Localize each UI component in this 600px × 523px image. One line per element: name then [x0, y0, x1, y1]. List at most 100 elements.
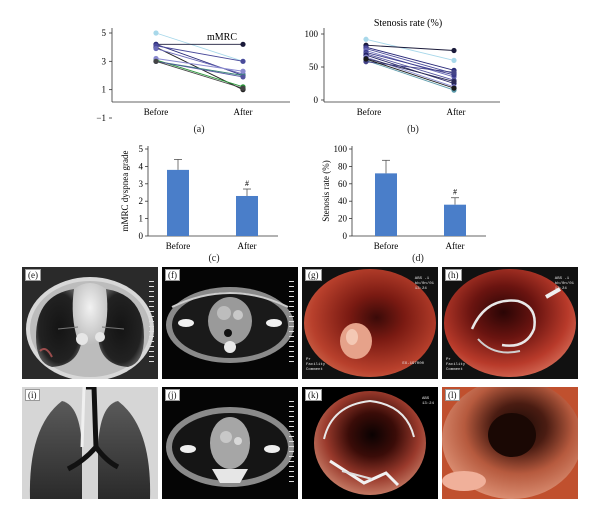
chart-a-point-before-8 [153, 58, 159, 64]
chart-b-point-before-5 [363, 49, 369, 56]
chart-b-point-before-11 [363, 59, 369, 65]
endoscopy-image-k [302, 387, 438, 499]
chart-a-series-line-7 [155, 59, 244, 88]
chart-b-point-before-0 [363, 36, 369, 42]
chart-a-point-after-8 [240, 74, 246, 80]
chart-b-series-line-4 [365, 50, 455, 78]
ct-mediastinal-image-2 [162, 387, 298, 499]
chart-b-point-before-1 [363, 42, 369, 48]
chart-a-ytick-label: 5 [102, 28, 107, 38]
chart-b-series [363, 36, 457, 93]
chart-c-ytick-label: 3 [139, 179, 144, 189]
chart-c-ytick-label: 1 [139, 214, 144, 224]
chart-b-series-line-2 [365, 46, 455, 71]
overlay-left-h: Pr Facility Comment [446, 358, 466, 372]
chart-d-bar-1 [444, 204, 466, 236]
chart-d-ytick-label: 40 [338, 196, 348, 206]
chart-a-title: mMRC [207, 32, 237, 43]
panel-label-e: (e) [25, 269, 41, 281]
chart-b-series-line-10 [365, 59, 455, 91]
chart-d-ytick-label: 100 [334, 144, 348, 154]
chart-a-series [153, 30, 246, 93]
overlay-left-g: Pr Facility Comment [306, 358, 326, 372]
chart-d-bars: # [375, 159, 466, 236]
chart-a-point-before-9 [153, 55, 159, 62]
chart-d-yticks: 100 80 60 40 20 0 [334, 144, 352, 241]
chart-b-ytick-label: 0 [314, 95, 319, 105]
chart-a-point-before-10 [153, 58, 159, 64]
endoscopy-image-h [442, 267, 578, 379]
chart-c-bar-1 [236, 195, 258, 236]
chart-b-point-after-4 [451, 74, 457, 80]
image-panel-f: (f) [162, 267, 298, 379]
chart-b-series-line-1 [365, 44, 455, 51]
chart-c-ytick-label: 5 [139, 144, 144, 154]
chart-a-point-before-6 [153, 58, 159, 64]
chart-b-point-after-6 [451, 77, 457, 83]
chart-b-point-after-12 [451, 85, 457, 91]
panel-label-b: (b) [407, 124, 419, 135]
chart-b-point-before-3 [363, 45, 369, 52]
chart-a-series-line-8 [155, 60, 244, 78]
chart-a-point-after-6 [240, 72, 246, 79]
chart-b-point-after-7 [451, 80, 457, 87]
chart-b-series-line-11 [365, 61, 455, 73]
chart-b-point-before-10 [363, 57, 369, 64]
chart-b-title: Stenosis rate (%) [374, 18, 442, 29]
chart-d-ytick-label: 60 [338, 179, 348, 189]
chart-c-bar-0 [167, 169, 189, 236]
panel-label-d: (d) [412, 253, 424, 264]
chart-b-xtick-before: Before [357, 107, 382, 117]
chart-c-yticks: 5 4 3 2 1 0 [139, 144, 148, 241]
chart-b-series-line-7 [365, 54, 455, 84]
chart-b-series-line-9 [365, 57, 455, 82]
chart-a-series-line-2 [155, 43, 244, 76]
panel-label-l: (l) [445, 389, 460, 401]
chart-a-point-after-4 [240, 58, 246, 64]
panel-label-g: (g) [305, 269, 322, 281]
chart-c-xtick-before: Before [166, 241, 191, 251]
chart-a-point-after-10 [240, 85, 246, 91]
chart-a-point-after-2 [240, 72, 246, 79]
chart-a-point-after-3 [240, 87, 246, 93]
chart-d-ytick-label: 80 [338, 161, 348, 171]
chart-d-ylabel: Stenosis rate (%) [321, 160, 331, 221]
overlay-top-h: ABS -1 bb/0n/01 13:24 [554, 277, 574, 291]
overlay-top-g: ABS -1 bb/0n/01 13:24 [414, 277, 434, 291]
image-panel-g: ABS -1 bb/0n/01 13:24 Pr Facility Commen… [302, 267, 438, 379]
image-panel-e: (e) [22, 267, 158, 379]
panel-label-f: (f) [165, 269, 180, 281]
chart-a-point-before-0 [153, 30, 159, 36]
chart-c-ylabel: mMRC dyspnea grade [120, 151, 130, 232]
ct-mediastinal-image [162, 267, 298, 379]
chart-a-ytick-label: 1 [102, 85, 107, 95]
chart-a-series-line-6 [155, 60, 244, 76]
chart-a-xtick-after: After [234, 107, 253, 117]
chart-a-series-line-0 [155, 32, 244, 62]
endoscopy-image-g [302, 267, 438, 379]
image-panel-j: (j) [162, 387, 298, 499]
image-panel-i: (i) [22, 387, 158, 499]
chart-a-point-before-7 [153, 57, 159, 63]
panel-label-c: (c) [208, 253, 220, 264]
chart-a-point-before-3 [153, 44, 159, 50]
image-panel-l: (l) [442, 387, 578, 499]
chart-a-series-line-3 [155, 46, 244, 91]
chart-c-ytick-label: 2 [139, 196, 144, 206]
chart-b-series-line-0 [365, 38, 455, 61]
chart-b-point-after-11 [451, 69, 457, 75]
image-panel-k: ABS 13:24 (k) [302, 387, 438, 499]
chart-b-point-after-3 [451, 71, 457, 77]
endoscopy-image-l [442, 387, 578, 499]
chart-a-point-before-2 [153, 41, 159, 47]
chart-b-point-before-8 [363, 54, 369, 60]
panel-label-j: (j) [165, 389, 180, 401]
chart-d-bar-0 [375, 173, 397, 236]
chart-a-point-before-5 [153, 45, 159, 52]
chart-d-ytick-label: 0 [343, 231, 348, 241]
chart-b-point-after-8 [451, 84, 457, 90]
chart-b-point-before-4 [363, 47, 369, 54]
ct-coronal-image [22, 387, 158, 499]
chart-a-point-after-5 [240, 71, 246, 77]
chart-b-point-after-0 [451, 57, 457, 64]
